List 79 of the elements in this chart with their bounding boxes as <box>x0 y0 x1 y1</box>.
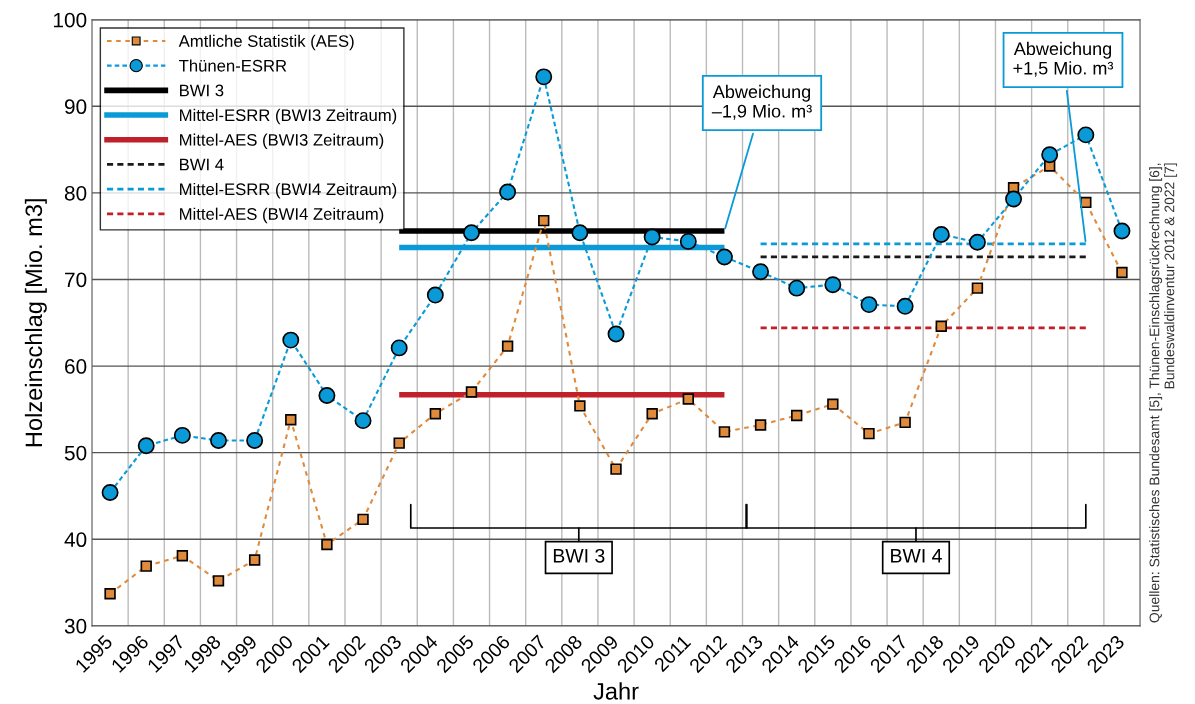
y-tick-label: 100 <box>53 12 87 28</box>
point <box>465 386 478 398</box>
annotation: BWI 3 <box>553 548 605 563</box>
point <box>173 426 191 444</box>
y-tick-label: 30 <box>64 618 87 634</box>
annotation: BWI 4 <box>891 549 942 563</box>
point <box>429 408 442 420</box>
point <box>1077 126 1095 144</box>
point <box>824 276 842 294</box>
point <box>535 68 553 86</box>
point <box>212 575 225 587</box>
legend-label: Mittel-AES (BWI3 Zeitraum) <box>180 133 384 150</box>
point <box>1116 266 1128 279</box>
point <box>246 432 264 450</box>
point <box>140 560 152 572</box>
legend-label: Thünen-ESRR <box>179 59 287 72</box>
point <box>393 437 405 449</box>
point <box>932 225 950 243</box>
point <box>176 550 189 562</box>
y-axis-title: Holzeinschlag [Mio. m3] <box>24 199 47 447</box>
point <box>101 484 119 501</box>
point <box>968 233 986 251</box>
point <box>462 224 480 242</box>
annotation: Abweichung –1,9 Mio. m³ <box>711 84 812 120</box>
point <box>104 588 116 600</box>
point <box>137 437 155 455</box>
legend-label: Mittel-ESRR (BWI3 Zeitraum) <box>180 108 397 125</box>
y-tick-label: 90 <box>64 99 87 115</box>
point <box>682 393 694 405</box>
point <box>896 297 914 315</box>
point <box>646 408 658 420</box>
point <box>285 414 297 426</box>
point <box>282 331 300 349</box>
y-tick-label: 80 <box>64 185 87 201</box>
point <box>1080 196 1092 209</box>
point <box>390 339 408 357</box>
y-tick-label: 70 <box>65 272 87 288</box>
point <box>715 248 733 266</box>
legend-label: Amtliche Statistik (AES) <box>178 34 354 51</box>
point <box>860 296 878 314</box>
point <box>538 214 550 227</box>
legend-label: BWI 3 <box>180 84 224 97</box>
legend-label: Mittel-ESRR (BWI4 Zeitraum) <box>180 182 397 199</box>
point <box>571 224 589 242</box>
point <box>607 325 625 343</box>
y-tick-label: 40 <box>64 532 87 548</box>
y-tick-label: 60 <box>65 359 87 374</box>
point <box>210 432 227 450</box>
point <box>248 554 261 566</box>
point <box>754 419 767 431</box>
point <box>318 387 336 404</box>
point <box>899 416 911 429</box>
point <box>863 427 875 440</box>
legend-label: Mittel-AES (BWI4 Zeitraum) <box>180 207 384 224</box>
source-note: Quellen: Statistisches Bundesamt [5], Thünen-Einschlagsrückrechnung [6], Bundeswaldinventur 2012 & 2022 [7] <box>1149 163 1178 623</box>
point <box>718 426 731 438</box>
point <box>610 463 622 475</box>
y-tick-label: 50 <box>64 445 87 461</box>
point <box>321 538 333 551</box>
point <box>1113 222 1131 240</box>
point <box>752 263 770 281</box>
point <box>1005 190 1023 208</box>
point <box>679 232 697 250</box>
point <box>357 513 369 526</box>
x-axis-title: Jahr <box>593 682 639 700</box>
annotation: Abweichung +1,5 Mio. m³ <box>1013 41 1114 77</box>
point <box>643 228 661 246</box>
point <box>1041 146 1059 164</box>
point <box>501 340 514 352</box>
point <box>827 398 839 410</box>
point <box>788 279 806 297</box>
point <box>935 320 947 332</box>
legend-label: BWI 4 <box>180 158 224 171</box>
point <box>971 282 984 294</box>
point <box>426 286 444 304</box>
point <box>499 183 517 201</box>
point <box>791 409 803 422</box>
point <box>574 400 586 412</box>
point <box>354 412 372 430</box>
